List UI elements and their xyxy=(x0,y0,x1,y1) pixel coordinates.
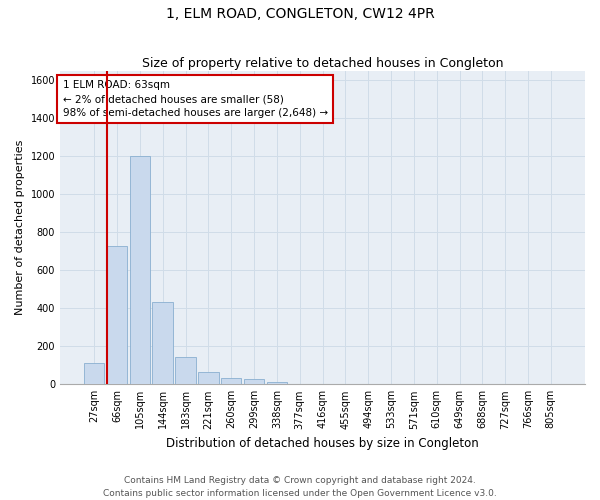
Bar xyxy=(84,364,104,384)
Bar xyxy=(198,372,218,384)
Y-axis label: Number of detached properties: Number of detached properties xyxy=(15,140,25,315)
Bar xyxy=(266,382,287,384)
Text: Contains HM Land Registry data © Crown copyright and database right 2024.
Contai: Contains HM Land Registry data © Crown c… xyxy=(103,476,497,498)
Bar xyxy=(175,356,196,384)
Bar xyxy=(244,378,264,384)
Bar xyxy=(130,156,150,384)
Text: 1 ELM ROAD: 63sqm
← 2% of detached houses are smaller (58)
98% of semi-detached : 1 ELM ROAD: 63sqm ← 2% of detached house… xyxy=(62,80,328,118)
Title: Size of property relative to detached houses in Congleton: Size of property relative to detached ho… xyxy=(142,56,503,70)
Bar xyxy=(107,246,127,384)
Text: 1, ELM ROAD, CONGLETON, CW12 4PR: 1, ELM ROAD, CONGLETON, CW12 4PR xyxy=(166,8,434,22)
Bar xyxy=(221,378,241,384)
X-axis label: Distribution of detached houses by size in Congleton: Distribution of detached houses by size … xyxy=(166,437,479,450)
Bar xyxy=(152,302,173,384)
